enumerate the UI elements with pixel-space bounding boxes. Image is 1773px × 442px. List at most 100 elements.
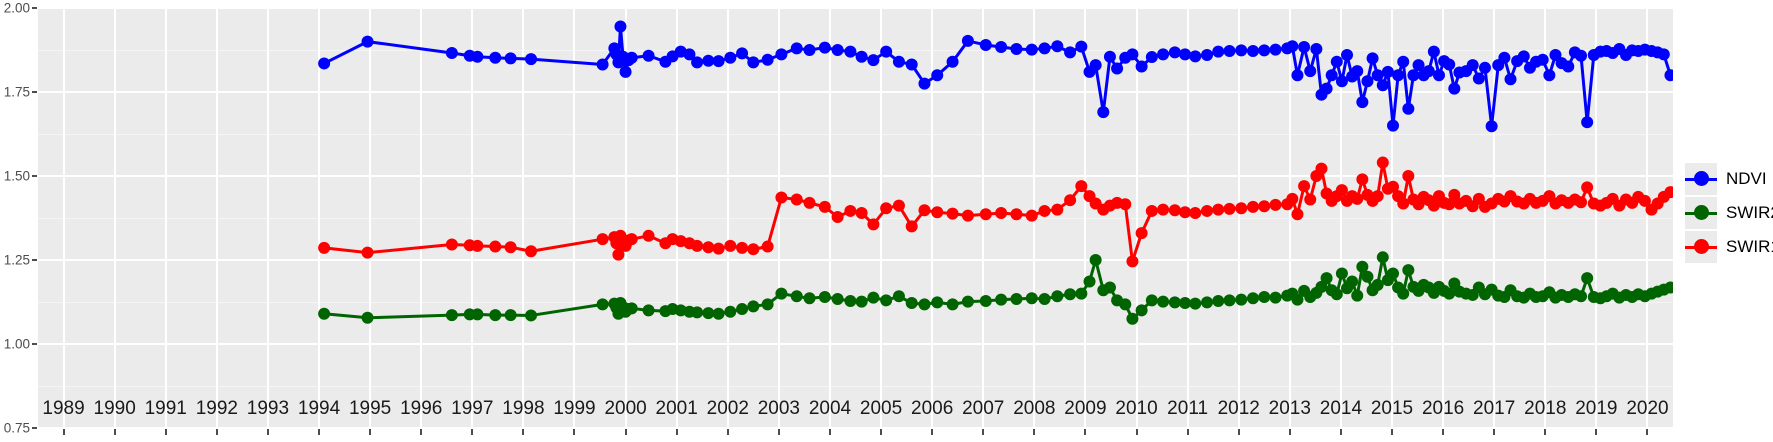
- data-point: [1168, 296, 1181, 309]
- data-point: [1075, 40, 1088, 53]
- data-point: [1638, 194, 1651, 207]
- y-axis-tick-label: 1.00: [3, 336, 30, 352]
- gridline-major-vertical: [1084, 8, 1087, 428]
- data-point: [1258, 44, 1271, 57]
- gridline-major-horizontal: [38, 175, 1673, 177]
- data-point: [844, 45, 857, 58]
- data-point: [625, 233, 638, 246]
- x-axis-tick-mark: [215, 429, 218, 435]
- y-axis: 2.00 1.75 1.50 1.25 1.00 0.75: [0, 0, 30, 442]
- data-point: [683, 48, 696, 61]
- data-point: [1201, 296, 1214, 309]
- plot-panel: 1989 1990 1991 1992 1993 1994 1995 1996 1997 1998…: [38, 8, 1673, 428]
- data-point: [1376, 156, 1389, 169]
- data-point: [1366, 52, 1379, 65]
- x-axis-tick-label: 2011: [1167, 398, 1209, 419]
- x-axis-tick-mark: [1288, 429, 1291, 435]
- legend-key-icon: [1685, 163, 1717, 195]
- x-axis-tick-label: 2018: [1524, 398, 1567, 419]
- data-point: [702, 241, 715, 254]
- data-point: [880, 45, 893, 58]
- data-point: [318, 57, 331, 70]
- y-axis-tick-mark: [32, 343, 37, 345]
- x-axis-tick-label: 2006: [911, 398, 954, 419]
- data-point: [1038, 292, 1051, 305]
- x-axis-tick-mark: [675, 429, 678, 435]
- data-point: [1315, 162, 1328, 175]
- data-point: [702, 54, 715, 67]
- data-point: [702, 307, 715, 320]
- x-axis-tick-label: 1994: [297, 398, 341, 419]
- data-point: [1145, 51, 1158, 64]
- data-point: [1371, 278, 1384, 291]
- data-point: [905, 297, 918, 310]
- legend-key-icon: [1685, 231, 1717, 263]
- gridline-major-vertical: [1237, 8, 1240, 428]
- data-point: [1064, 194, 1077, 207]
- data-point: [1351, 192, 1364, 205]
- data-point: [844, 204, 857, 217]
- x-axis-tick-label: 1990: [93, 398, 136, 419]
- data-point: [1664, 186, 1673, 199]
- data-point: [318, 307, 331, 320]
- x-axis-tick-mark: [1595, 429, 1598, 435]
- legend-label: SWIR1: [1726, 237, 1773, 256]
- data-point: [736, 47, 749, 60]
- data-point: [1581, 181, 1594, 194]
- data-point: [855, 295, 868, 308]
- legend-item-swir1[interactable]: SWIR1: [1685, 231, 1773, 263]
- data-point: [995, 206, 1008, 219]
- y-axis-tick-label: 2.00: [3, 0, 30, 16]
- series-layer: [318, 20, 1673, 325]
- x-axis-tick-label: 2019: [1575, 398, 1618, 419]
- x-axis-tick-mark: [931, 429, 934, 435]
- data-point: [1397, 55, 1410, 68]
- data-point: [761, 298, 774, 311]
- x-axis-tick-mark: [1390, 429, 1393, 435]
- data-point: [1189, 206, 1202, 219]
- y-axis-tick-mark: [32, 175, 37, 177]
- data-point: [736, 241, 749, 254]
- gridline-major-vertical: [675, 8, 678, 428]
- y-axis-tick-label: 1.75: [3, 84, 30, 100]
- data-point: [1320, 272, 1333, 285]
- data-point: [995, 40, 1008, 53]
- gridline-major-vertical: [1595, 8, 1598, 428]
- gridline-major-vertical: [624, 8, 627, 428]
- data-point: [525, 245, 538, 258]
- data-point: [1361, 75, 1374, 88]
- data-point: [818, 290, 831, 303]
- data-point: [1247, 292, 1260, 305]
- x-axis-tick-mark: [1339, 429, 1342, 435]
- data-point: [1126, 312, 1139, 325]
- data-point: [1157, 48, 1170, 61]
- data-point: [596, 233, 609, 246]
- data-point: [1291, 208, 1304, 221]
- gridline-major-vertical: [1288, 8, 1291, 428]
- data-point: [612, 248, 625, 261]
- x-axis-tick-label: 2020: [1626, 398, 1669, 419]
- data-point: [596, 298, 609, 311]
- data-point: [691, 56, 704, 69]
- data-point: [775, 48, 788, 61]
- x-axis-tick-label: 1991: [144, 398, 187, 419]
- gridline-major-vertical: [266, 8, 269, 428]
- legend-item-ndvi[interactable]: NDVI: [1685, 163, 1773, 195]
- data-point: [1201, 49, 1214, 62]
- data-point: [979, 208, 992, 221]
- gridline-major-vertical: [420, 8, 423, 428]
- x-axis-tick-mark: [1237, 429, 1240, 435]
- legend-item-swir2[interactable]: SWIR2: [1685, 197, 1773, 229]
- data-point: [1201, 204, 1214, 217]
- data-point: [1402, 264, 1415, 277]
- data-point: [614, 20, 627, 33]
- data-point: [1330, 288, 1343, 301]
- data-point: [880, 202, 893, 215]
- data-point: [1504, 73, 1517, 86]
- x-axis-tick-mark: [624, 429, 627, 435]
- data-point: [361, 246, 374, 259]
- gridline-major-vertical: [1135, 8, 1138, 428]
- data-point: [946, 298, 959, 311]
- data-point: [445, 309, 458, 322]
